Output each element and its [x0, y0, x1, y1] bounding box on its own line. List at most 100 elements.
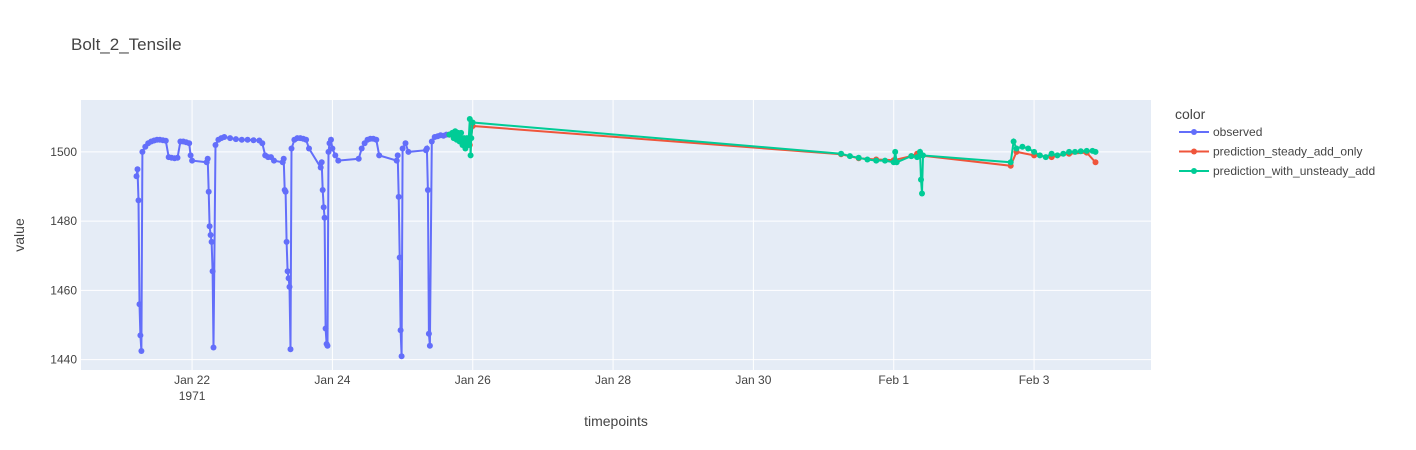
- data-point[interactable]: [332, 152, 339, 159]
- data-point[interactable]: [425, 330, 432, 337]
- data-point[interactable]: [162, 137, 169, 144]
- data-point[interactable]: [402, 140, 409, 147]
- data-point[interactable]: [846, 153, 853, 160]
- data-point[interactable]: [376, 152, 383, 159]
- data-point[interactable]: [244, 136, 251, 143]
- data-point[interactable]: [208, 238, 215, 245]
- data-point[interactable]: [428, 138, 435, 145]
- data-point[interactable]: [1036, 152, 1043, 159]
- data-point[interactable]: [465, 142, 472, 148]
- data-point[interactable]: [186, 140, 193, 147]
- data-point[interactable]: [322, 325, 329, 332]
- data-point[interactable]: [426, 342, 433, 349]
- data-point[interactable]: [908, 153, 915, 160]
- data-point[interactable]: [232, 136, 239, 143]
- data-point[interactable]: [282, 188, 289, 195]
- data-point[interactable]: [1066, 148, 1073, 155]
- data-point[interactable]: [288, 145, 295, 152]
- data-point[interactable]: [864, 156, 871, 163]
- data-point[interactable]: [396, 254, 403, 261]
- plot-area[interactable]: [81, 100, 1151, 370]
- data-point[interactable]: [397, 327, 404, 334]
- data-point[interactable]: [355, 155, 362, 162]
- data-point[interactable]: [227, 135, 234, 142]
- data-point[interactable]: [1092, 159, 1099, 166]
- data-point[interactable]: [204, 155, 211, 162]
- data-point[interactable]: [424, 187, 431, 193]
- data-point[interactable]: [1025, 145, 1032, 152]
- data-point[interactable]: [394, 152, 401, 159]
- data-point[interactable]: [174, 154, 181, 161]
- data-point[interactable]: [1060, 150, 1067, 157]
- data-point[interactable]: [136, 301, 143, 308]
- data-point[interactable]: [206, 223, 213, 230]
- data-point[interactable]: [134, 166, 141, 173]
- data-point[interactable]: [133, 173, 140, 180]
- data-point[interactable]: [135, 197, 142, 204]
- data-point[interactable]: [919, 190, 925, 197]
- data-point[interactable]: [283, 238, 290, 245]
- data-point[interactable]: [303, 136, 310, 143]
- legend-item[interactable]: prediction_steady_add_only: [1179, 145, 1362, 159]
- data-point[interactable]: [306, 145, 312, 152]
- data-point[interactable]: [855, 154, 862, 161]
- data-point[interactable]: [393, 157, 400, 164]
- data-point[interactable]: [1092, 148, 1099, 155]
- data-point[interactable]: [1007, 159, 1014, 166]
- data-point[interactable]: [335, 157, 342, 164]
- data-point[interactable]: [1031, 148, 1038, 155]
- data-point[interactable]: [463, 135, 470, 142]
- data-point[interactable]: [138, 348, 145, 354]
- data-point[interactable]: [467, 152, 474, 159]
- data-point[interactable]: [221, 134, 228, 140]
- data-point[interactable]: [1072, 148, 1078, 155]
- data-point[interactable]: [468, 135, 475, 142]
- data-point[interactable]: [469, 119, 476, 126]
- data-point[interactable]: [271, 157, 277, 164]
- data-point[interactable]: [882, 157, 888, 164]
- data-point[interactable]: [1042, 154, 1049, 161]
- data-point[interactable]: [139, 148, 146, 155]
- data-point[interactable]: [914, 154, 921, 161]
- data-point[interactable]: [1048, 150, 1055, 157]
- data-point[interactable]: [893, 159, 900, 166]
- data-point[interactable]: [317, 164, 324, 171]
- data-point[interactable]: [285, 275, 292, 282]
- data-point[interactable]: [1013, 145, 1020, 152]
- data-point[interactable]: [892, 148, 899, 155]
- data-point[interactable]: [207, 232, 214, 238]
- data-point[interactable]: [405, 148, 412, 155]
- data-point[interactable]: [373, 136, 380, 143]
- data-point[interactable]: [398, 353, 405, 360]
- data-point[interactable]: [209, 268, 216, 275]
- data-point[interactable]: [187, 152, 194, 159]
- data-point[interactable]: [250, 137, 257, 144]
- data-point[interactable]: [321, 214, 328, 221]
- data-point[interactable]: [1010, 138, 1017, 145]
- data-point[interactable]: [212, 142, 219, 148]
- data-point[interactable]: [137, 332, 144, 339]
- legend-item[interactable]: prediction_with_unsteady_add: [1179, 164, 1375, 178]
- data-point[interactable]: [1019, 143, 1026, 150]
- data-point[interactable]: [286, 283, 293, 290]
- data-point[interactable]: [328, 136, 334, 143]
- data-point[interactable]: [210, 344, 217, 351]
- data-point[interactable]: [1077, 148, 1084, 155]
- data-point[interactable]: [918, 176, 924, 183]
- data-point[interactable]: [320, 204, 327, 211]
- data-point[interactable]: [873, 157, 880, 164]
- legend-item[interactable]: observed: [1179, 125, 1262, 139]
- data-point[interactable]: [205, 188, 212, 195]
- data-point[interactable]: [280, 155, 287, 162]
- data-point[interactable]: [399, 145, 406, 152]
- data-point[interactable]: [238, 136, 245, 143]
- data-point[interactable]: [838, 150, 845, 157]
- data-point[interactable]: [319, 187, 326, 193]
- data-point[interactable]: [1083, 147, 1090, 154]
- data-point[interactable]: [1054, 152, 1061, 159]
- data-point[interactable]: [325, 148, 332, 155]
- data-point[interactable]: [920, 152, 926, 159]
- data-point[interactable]: [458, 129, 465, 136]
- data-point[interactable]: [423, 145, 430, 152]
- data-point[interactable]: [287, 346, 294, 353]
